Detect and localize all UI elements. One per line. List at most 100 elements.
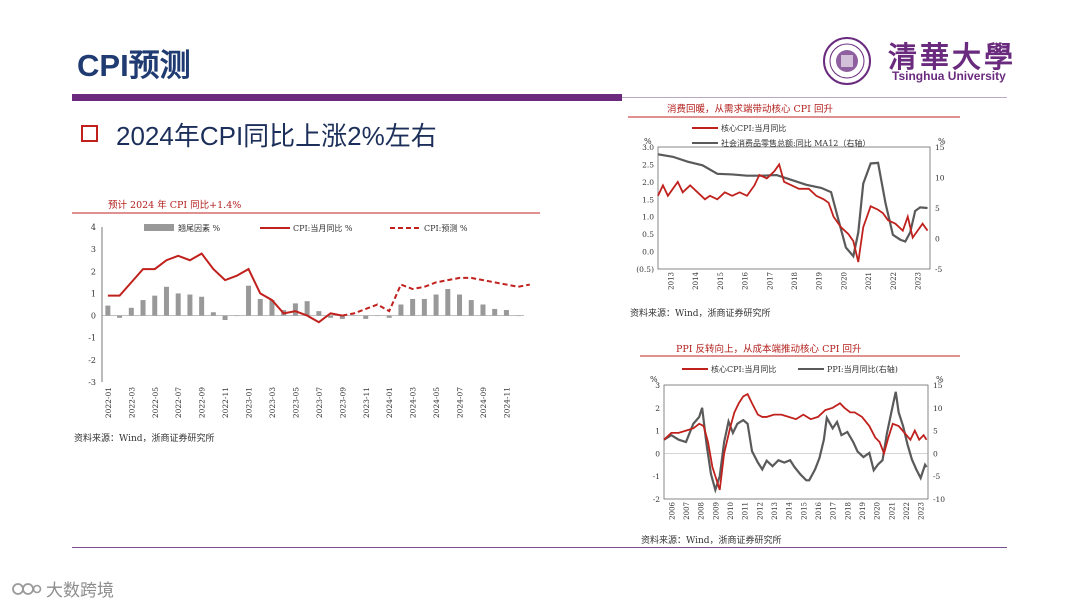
chart1-legend-forecast-label: CPI:预测 % bbox=[424, 223, 468, 233]
chart1-y-tick: 3 bbox=[91, 245, 96, 254]
chart1-x-tick: 2023-03 bbox=[268, 387, 277, 418]
bullet-square-icon bbox=[81, 125, 98, 142]
chart1-x-tick: 2022-09 bbox=[198, 387, 207, 418]
chart3-x-tick: 2008 bbox=[698, 502, 706, 520]
chart3-x-tick: 2022 bbox=[903, 502, 911, 520]
chart1-x-tick: 2024-07 bbox=[456, 387, 465, 418]
chart1-x-tick: 2024-03 bbox=[409, 387, 418, 418]
chart1-x-tick: 2024-11 bbox=[502, 387, 511, 418]
chart1-carryover-bar bbox=[175, 293, 181, 316]
chart1-x-tick: 2023-11 bbox=[362, 387, 371, 418]
chart3-x-tick: 2021 bbox=[888, 502, 896, 520]
watermark-logo-icon bbox=[12, 582, 42, 595]
chart3-unit-right: % bbox=[936, 375, 944, 384]
chart1-carryover-bar bbox=[316, 311, 322, 316]
chart2-x-tick: 2015 bbox=[717, 272, 725, 290]
chart2-x-tick: 2020 bbox=[840, 272, 848, 290]
seal-icon bbox=[823, 37, 871, 85]
chart1-carryover-bar bbox=[117, 315, 123, 318]
chart3-legend-ppi-label: PPI:当月同比(右轴) bbox=[827, 364, 898, 374]
chart2-y-right-tick: 15 bbox=[935, 143, 945, 152]
chart3-x-tick: 2007 bbox=[683, 502, 691, 520]
chart3-y-left-tick: 0 bbox=[655, 449, 660, 458]
chart1-carryover-bar bbox=[386, 315, 392, 318]
page-title: CPI预测 bbox=[77, 48, 191, 83]
logo-english-name: Tsinghua University bbox=[892, 69, 1006, 83]
chart3-plot-frame bbox=[663, 384, 929, 500]
chart1-carryover-bar bbox=[246, 285, 252, 316]
chart1-x-tick: 2023-09 bbox=[338, 387, 347, 418]
chart1-x-tick: 2022-01 bbox=[104, 387, 113, 418]
chart1-x-tick: 2022-05 bbox=[151, 387, 160, 418]
chart3-x-tick: 2013 bbox=[771, 502, 779, 520]
chart1-carryover-bar bbox=[339, 315, 345, 319]
chart3-x-tick: 2006 bbox=[668, 501, 676, 519]
chart2-y-left-tick: 1.0 bbox=[642, 213, 654, 222]
chart2-x-tick: 2021 bbox=[865, 272, 873, 290]
chart1-cpi-forecast: 4 3 2 1 0 -1 -2 -3 2022-01 2022-03 2022-05 2022-07 2… bbox=[72, 212, 540, 418]
footer-divider bbox=[72, 547, 1007, 548]
chart1-x-tick: 2024-05 bbox=[432, 387, 441, 418]
chart2-x-tick: 2014 bbox=[692, 271, 700, 289]
chart2-y-left-tick: 3.0 bbox=[642, 143, 654, 152]
chart1-carryover-bar bbox=[398, 304, 404, 316]
chart1-carryover-bar bbox=[234, 315, 240, 317]
chart1-carryover-bar bbox=[515, 315, 521, 317]
chart1-carryover-bar bbox=[187, 294, 193, 316]
chart3-ppi-line bbox=[663, 391, 928, 494]
chart2-y-left-tick: 1.5 bbox=[642, 195, 654, 204]
chart3-y-left-tick: 3 bbox=[655, 381, 660, 390]
chart2-unit-left: % bbox=[644, 137, 652, 146]
header-divider bbox=[622, 97, 1007, 98]
chart3-unit-left: % bbox=[650, 375, 658, 384]
chart1-carryover-bar bbox=[480, 304, 486, 316]
chart3-y-right-tick: -10 bbox=[933, 495, 945, 504]
watermark-text: 大数跨境 bbox=[46, 581, 114, 601]
header-accent-bar bbox=[72, 94, 622, 101]
chart1-carryover-bar bbox=[433, 294, 439, 316]
chart1-carryover-bar bbox=[257, 298, 263, 316]
chart1-x-tick: 2024-09 bbox=[479, 387, 488, 418]
chart3-y-right-tick: 0 bbox=[933, 449, 938, 458]
chart1-y-tick: 0 bbox=[91, 312, 96, 321]
chart1-legend-carryover-swatch bbox=[144, 224, 174, 231]
chart1-carryover-bar bbox=[503, 310, 509, 316]
chart2-x-tick: 2018 bbox=[791, 272, 799, 290]
bullet-text: 2024年CPI同比上涨2%左右 bbox=[116, 121, 437, 151]
chart2-legend-core-label: 核心CPI:当月同比 bbox=[721, 123, 786, 133]
chart1-x-tick: 2023-05 bbox=[291, 387, 300, 418]
chart1-source: 资料来源：Wind，浙商证券研究所 bbox=[74, 434, 215, 444]
chart3-y-right-tick: -5 bbox=[933, 472, 941, 481]
chart3-legend-core-label: 核心CPI:当月同比 bbox=[711, 364, 776, 374]
chart1-y-tick: -2 bbox=[88, 356, 96, 365]
chart2-core-cpi-retail: % %3.02.52.01.51.00.50.0(0.5)151050-52013… bbox=[628, 116, 960, 290]
chart1-x-tick: 2022-07 bbox=[174, 387, 183, 418]
chart3-y-right-tick: 15 bbox=[933, 381, 943, 390]
chart3-y-left-tick: 2 bbox=[655, 404, 660, 413]
chart3-x-tick: 2014 bbox=[786, 501, 794, 519]
chart1-carryover-bar bbox=[128, 307, 134, 316]
chart2-y-right-tick: 10 bbox=[935, 174, 945, 183]
chart1-title: 预计 2024 年 CPI 同比+1.4% bbox=[108, 200, 242, 211]
chart2-y-right-tick: 5 bbox=[935, 204, 940, 213]
chart2-y-left-tick: (0.5) bbox=[636, 265, 654, 274]
chart1-carryover-bar bbox=[374, 315, 380, 317]
chart1-carryover-bar bbox=[152, 295, 158, 316]
chart1-cpi-actual-line bbox=[107, 252, 343, 324]
chart1-x-tick: 2022-03 bbox=[127, 387, 136, 418]
chart2-retail-line bbox=[657, 153, 928, 259]
chart3-x-tick: 2019 bbox=[859, 502, 867, 520]
chart1-x-tick: 2023-07 bbox=[315, 387, 324, 418]
chart1-carryover-bar bbox=[421, 298, 427, 316]
chart1-carryover-bar bbox=[269, 300, 275, 316]
chart2-x-tick: 2019 bbox=[816, 272, 824, 290]
chart3-x-tick: 2018 bbox=[844, 502, 852, 520]
chart2-y-right-tick: -5 bbox=[935, 265, 943, 274]
university-logo: 清華大學 Tsinghua University bbox=[822, 36, 1017, 86]
chart1-carryover-bar bbox=[351, 315, 357, 317]
chart2-x-tick: 2017 bbox=[766, 272, 774, 290]
chart2-legend-retail-label: 社会消费品零售总额:同比 MA12（右轴） bbox=[721, 138, 870, 148]
chart3-source: 资料来源：Wind，浙商证券研究所 bbox=[641, 536, 782, 546]
chart2-x-tick: 2016 bbox=[742, 271, 750, 289]
chart1-y-tick: 2 bbox=[91, 267, 96, 276]
